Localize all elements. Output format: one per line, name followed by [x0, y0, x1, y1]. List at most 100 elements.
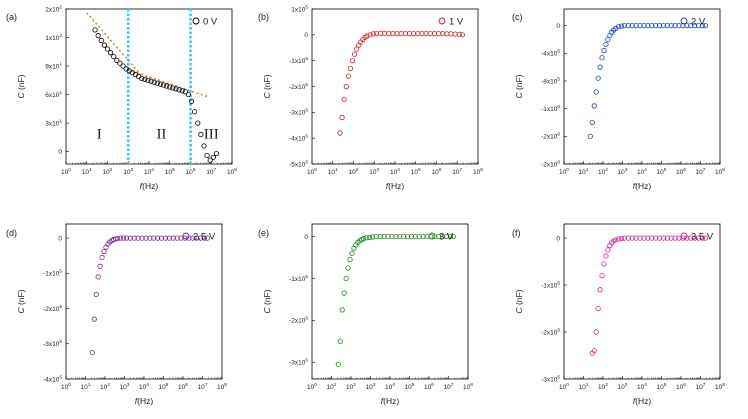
data-point [155, 235, 161, 241]
x-tick-label: 104 [139, 382, 149, 391]
data-point [419, 30, 425, 37]
x-tick-label: 107 [696, 167, 706, 176]
data-point [664, 23, 670, 29]
data-point [143, 235, 149, 241]
data-point [347, 257, 353, 263]
data-point [695, 235, 702, 241]
y-tick-label: -2x105 [289, 82, 308, 91]
data-point [343, 275, 349, 282]
y-tick-label: -4x105 [541, 49, 560, 58]
data-point [176, 87, 182, 93]
data-point [411, 30, 417, 37]
data-point [113, 236, 119, 242]
x-tick-label: 106 [178, 382, 188, 391]
data-point [402, 30, 408, 37]
data-point [637, 235, 643, 241]
y-tick-label: -2x106 [541, 132, 560, 141]
data-point [142, 76, 148, 82]
data-point [198, 131, 204, 138]
data-point [166, 235, 172, 241]
x-axis-label: f(Hz) [135, 396, 154, 406]
data-point [394, 30, 400, 37]
data-point [95, 274, 101, 280]
y-axis-label: C (nF) [262, 289, 272, 313]
data-point [201, 235, 208, 241]
y-tick-label: -1x105 [289, 56, 308, 65]
y-axis-label: C (nF) [514, 74, 524, 98]
data-point [649, 235, 655, 241]
data-point [625, 235, 631, 241]
data-point [160, 82, 167, 88]
x-axis-label: f(Hz) [633, 181, 652, 191]
y-tick-label: -3x105 [289, 108, 308, 117]
data-point [354, 46, 360, 52]
data-point [615, 24, 622, 30]
data-point [603, 41, 609, 48]
data-point [688, 235, 694, 241]
data-point [91, 316, 97, 322]
y-tick-label: -4x105 [289, 133, 308, 142]
x-tick-label: 108 [473, 167, 483, 176]
data-point [114, 57, 120, 63]
x-tick-label: 101 [81, 382, 91, 391]
x-tick-label: 101 [579, 167, 589, 176]
data-point [178, 235, 184, 241]
data-point [645, 235, 651, 241]
x-tick-label: 107 [198, 382, 208, 391]
data-point [656, 235, 663, 241]
data-point [157, 81, 164, 87]
data-point [656, 23, 663, 29]
data-point [204, 152, 210, 159]
data-point [398, 30, 404, 37]
y-tick-label: 0 [58, 149, 62, 156]
data-point [117, 60, 123, 66]
panel-label: (e) [258, 228, 269, 238]
x-tick-label: 102 [349, 167, 359, 176]
data-point [120, 235, 127, 241]
x-tick-label: 106 [186, 167, 196, 176]
data-point [210, 154, 216, 160]
data-point [397, 233, 403, 240]
data-point [676, 23, 682, 29]
data-point [111, 53, 117, 60]
x-tick-label: 108 [463, 382, 473, 391]
x-axis-label: f(Hz) [633, 396, 652, 406]
data-point [618, 235, 625, 242]
y-tick-label: -2x105 [43, 304, 62, 313]
data-point [188, 98, 195, 104]
data-point [97, 263, 103, 269]
legend-marker [428, 232, 436, 240]
x-tick-label: 101 [82, 167, 92, 176]
data-point [431, 30, 438, 37]
chart-panel-5: 100 101 102 103 104 105 106 107 108 0 -1x105 -2x105… [258, 223, 473, 406]
legend-marker [192, 17, 200, 25]
x-tick-label: 104 [144, 167, 154, 176]
data-point [341, 96, 347, 103]
data-point [668, 23, 674, 29]
data-point [699, 235, 706, 241]
data-point [420, 233, 426, 240]
chart-panel-2: 100 101 102 103 104 105 106 107 108 1x105 0 -1x105 -… [258, 4, 483, 191]
y-tick-label: -3x105 [289, 358, 308, 367]
x-tick-label: 100 [61, 382, 71, 391]
fit-line [86, 12, 142, 76]
data-point [444, 31, 450, 37]
data-point [123, 235, 130, 241]
data-point [345, 265, 351, 271]
data-point [341, 290, 347, 296]
legend-marker [438, 17, 446, 25]
plot-frame [65, 223, 223, 380]
legend-marker [182, 232, 190, 240]
x-axis-label: f(Hz) [386, 181, 405, 191]
data-point [335, 361, 341, 367]
x-tick-label: 100 [559, 167, 569, 176]
data-point [440, 233, 446, 240]
data-point [89, 349, 95, 356]
x-tick-label: 102 [103, 167, 113, 176]
x-tick-label: 106 [676, 167, 686, 176]
data-point [699, 23, 706, 29]
data-point [361, 236, 367, 242]
data-point [386, 30, 392, 37]
data-point [393, 233, 399, 240]
data-point [349, 58, 356, 64]
